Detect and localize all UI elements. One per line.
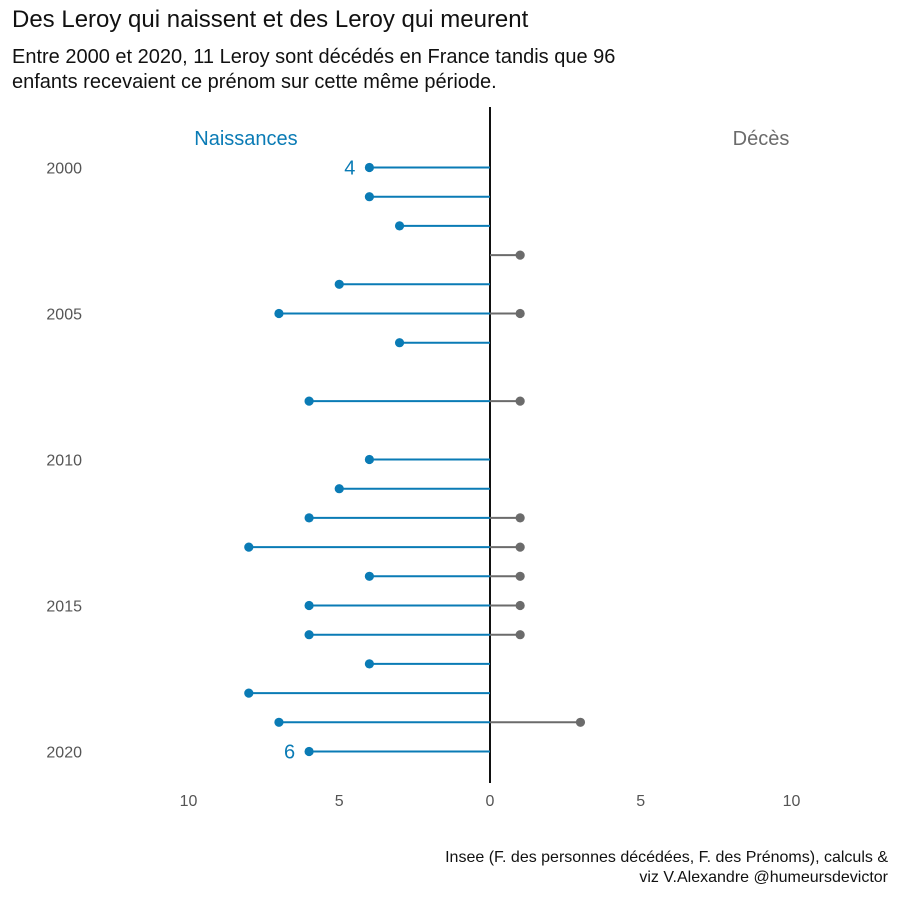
header-naissances: Naissances — [194, 128, 297, 150]
births-point-2012 — [304, 513, 314, 523]
births-point-2017 — [364, 659, 374, 669]
header-deces: Décès — [733, 128, 790, 150]
births-point-2005 — [274, 308, 284, 319]
births-point-2004 — [334, 279, 344, 289]
births-point-2011 — [334, 484, 344, 494]
births-point-2018 — [244, 688, 254, 698]
births-point-2020 — [304, 746, 314, 757]
births-point-2008 — [304, 396, 314, 406]
deaths-point-2003 — [515, 250, 525, 260]
births-point-2019 — [274, 717, 284, 727]
source-caption: Insee (F. des personnes décédées, F. des… — [445, 848, 888, 888]
births-point-2014 — [364, 571, 374, 581]
births-point-2015 — [304, 600, 314, 611]
deaths-point-2008 — [515, 396, 525, 406]
x-tick-0: 10 — [180, 793, 198, 810]
x-tick-1: 5 — [335, 793, 344, 810]
x-tick-3: 5 — [636, 793, 645, 810]
caption-line-1: Insee (F. des personnes décédées, F. des… — [445, 849, 888, 866]
x-tick-2: 0 — [486, 793, 495, 810]
caption-line-2: viz V.Alexandre @humeursdevictor — [639, 869, 888, 886]
y-tick-2000: 2000 — [46, 161, 82, 178]
chart-title: Des Leroy qui naissent et des Leroy qui … — [12, 6, 529, 33]
deaths-point-2015 — [515, 600, 525, 611]
deaths-point-2012 — [515, 513, 525, 523]
y-tick-2005: 2005 — [46, 307, 82, 324]
y-tick-2010: 2010 — [46, 453, 82, 470]
births-point-2000 — [364, 162, 374, 173]
births-point-2001 — [364, 192, 374, 202]
annotation-2020: 6 — [284, 742, 295, 764]
births-point-2006 — [394, 338, 405, 348]
births-point-2010 — [364, 454, 374, 465]
y-tick-2020: 2020 — [46, 745, 82, 762]
subtitle-line-1: Entre 2000 et 2020, 11 Leroy sont décédé… — [12, 46, 616, 68]
births-point-2002 — [394, 221, 405, 231]
births-point-2016 — [304, 630, 314, 640]
y-tick-2015: 2015 — [46, 599, 82, 616]
deaths-point-2014 — [515, 571, 525, 581]
chart-subtitle: Entre 2000 et 2020, 11 Leroy sont décédé… — [12, 45, 872, 95]
deaths-point-2016 — [515, 630, 525, 640]
x-tick-4: 10 — [783, 793, 801, 810]
deaths-point-2019 — [575, 717, 586, 727]
deaths-point-2005 — [515, 308, 525, 319]
deaths-point-2013 — [515, 542, 525, 552]
births-point-2013 — [244, 542, 254, 552]
annotation-2000: 4 — [344, 158, 355, 180]
subtitle-line-2: enfants recevaient ce prénom sur cette m… — [12, 71, 497, 93]
